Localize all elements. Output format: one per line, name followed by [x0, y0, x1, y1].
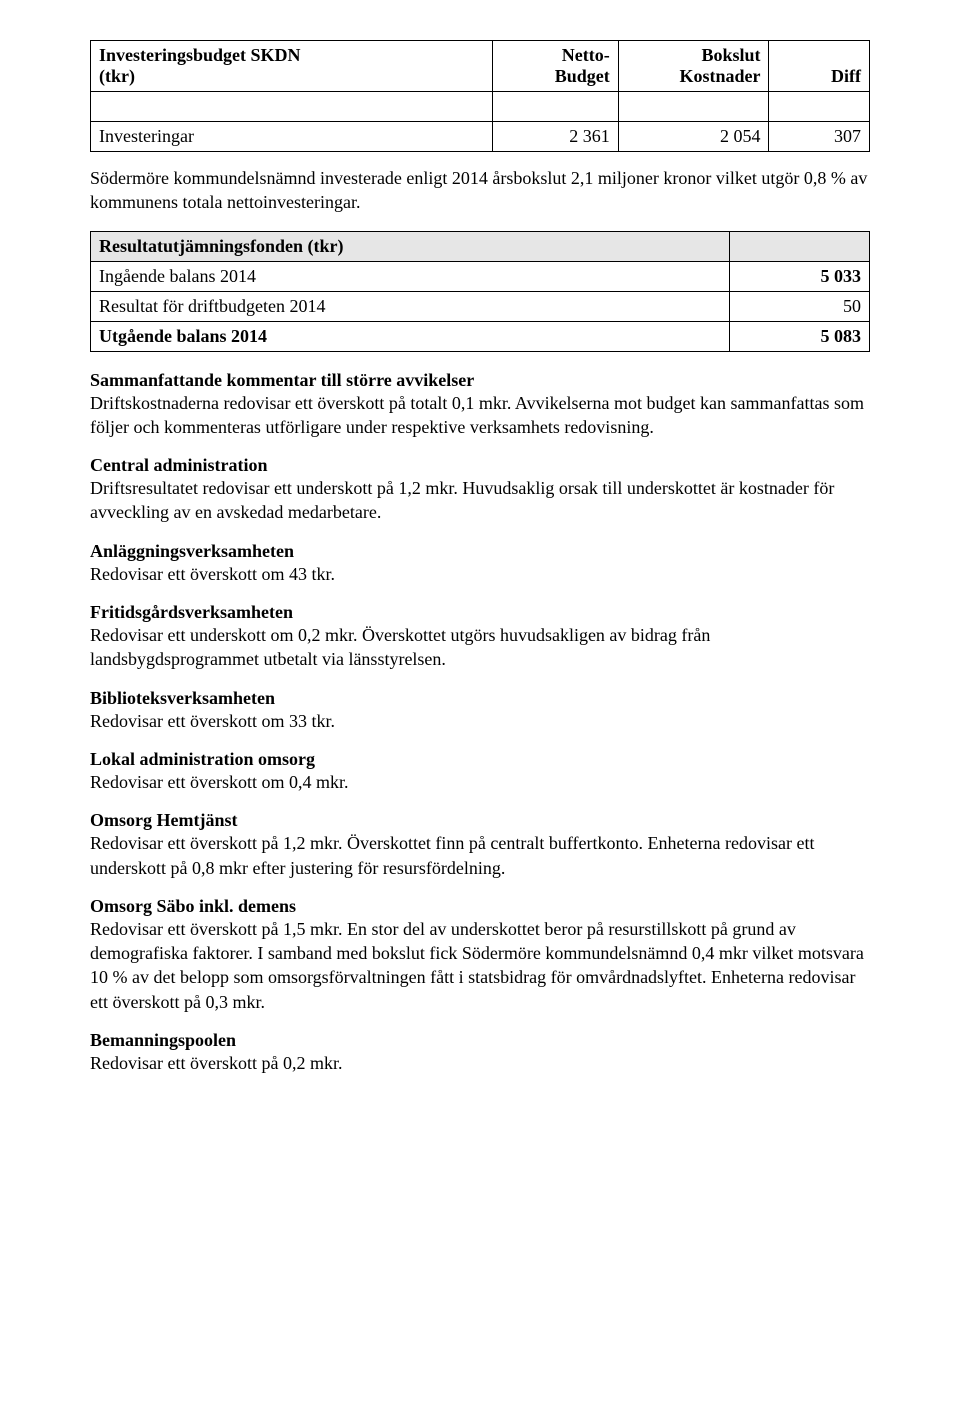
- intro-paragraph: Södermöre kommundelsnämnd investerade en…: [90, 166, 870, 215]
- section-block: Omsorg Säbo inkl. demens Redovisar ett ö…: [90, 896, 870, 1014]
- budget-row-diff: 307: [769, 122, 870, 152]
- section-body: Driftskostnaderna redovisar ett överskot…: [90, 391, 870, 440]
- section-block: Omsorg Hemtjänst Redovisar ett överskott…: [90, 810, 870, 880]
- fund-row-value: 5 083: [729, 321, 869, 351]
- table-spacer-row: [91, 92, 870, 122]
- budget-table: Investeringsbudget SKDN (tkr) Netto- Bud…: [90, 40, 870, 152]
- section-body: Redovisar ett överskott på 1,2 mkr. Över…: [90, 831, 870, 880]
- table-header-row: Investeringsbudget SKDN (tkr) Netto- Bud…: [91, 41, 870, 92]
- budget-col1-line1: Netto-: [562, 45, 610, 65]
- table-row: Resultat för driftbudgeten 2014 50: [91, 291, 870, 321]
- section-block: Anläggningsverksamheten Redovisar ett öv…: [90, 541, 870, 586]
- budget-row-bokslut: 2 054: [618, 122, 769, 152]
- fund-row-label: Ingående balans 2014: [91, 261, 730, 291]
- section-body: Driftsresultatet redovisar ett underskot…: [90, 476, 870, 525]
- fund-header-empty: [729, 231, 869, 261]
- section-heading: Bemanningspoolen: [90, 1030, 870, 1051]
- budget-row-netto: 2 361: [493, 122, 619, 152]
- budget-col3: Diff: [831, 66, 861, 86]
- section-heading: Sammanfattande kommentar till större avv…: [90, 370, 870, 391]
- table-row: Investeringar 2 361 2 054 307: [91, 122, 870, 152]
- section-block: Bemanningspoolen Redovisar ett överskott…: [90, 1030, 870, 1075]
- section-block: Biblioteksverksamheten Redovisar ett öve…: [90, 688, 870, 733]
- table-row: Utgående balans 2014 5 083: [91, 321, 870, 351]
- section-heading: Omsorg Hemtjänst: [90, 810, 870, 831]
- budget-col2-line1: Bokslut: [701, 45, 760, 65]
- fund-row-label: Utgående balans 2014: [91, 321, 730, 351]
- section-body: Redovisar ett överskott på 0,2 mkr.: [90, 1051, 870, 1075]
- section-block: Central administration Driftsresultatet …: [90, 455, 870, 525]
- fund-row-value: 5 033: [729, 261, 869, 291]
- fund-table: Resultatutjämningsfonden (tkr) Ingående …: [90, 231, 870, 352]
- section-body: Redovisar ett överskott om 0,4 mkr.: [90, 770, 870, 794]
- budget-title-line1: Investeringsbudget SKDN: [99, 45, 301, 65]
- section-heading: Omsorg Säbo inkl. demens: [90, 896, 870, 917]
- budget-title-line2: (tkr): [99, 66, 135, 86]
- section-heading: Lokal administration omsorg: [90, 749, 870, 770]
- section-heading: Anläggningsverksamheten: [90, 541, 870, 562]
- section-body: Redovisar ett överskott om 43 tkr.: [90, 562, 870, 586]
- section-body: Redovisar ett underskott om 0,2 mkr. Öve…: [90, 623, 870, 672]
- fund-row-label: Resultat för driftbudgeten 2014: [91, 291, 730, 321]
- section-body: Redovisar ett överskott om 33 tkr.: [90, 709, 870, 733]
- budget-row-label: Investeringar: [91, 122, 493, 152]
- section-body: Redovisar ett överskott på 1,5 mkr. En s…: [90, 917, 870, 1014]
- table-row: Ingående balans 2014 5 033: [91, 261, 870, 291]
- section-heading: Central administration: [90, 455, 870, 476]
- document-page: Investeringsbudget SKDN (tkr) Netto- Bud…: [0, 0, 960, 1131]
- fund-header: Resultatutjämningsfonden (tkr): [91, 231, 730, 261]
- fund-header-row: Resultatutjämningsfonden (tkr): [91, 231, 870, 261]
- section-block: Sammanfattande kommentar till större avv…: [90, 370, 870, 440]
- section-block: Lokal administration omsorg Redovisar et…: [90, 749, 870, 794]
- section-heading: Fritidsgårdsverksamheten: [90, 602, 870, 623]
- budget-col2-line2: Kostnader: [679, 66, 760, 86]
- budget-col1-line2: Budget: [555, 66, 610, 86]
- section-heading: Biblioteksverksamheten: [90, 688, 870, 709]
- section-block: Fritidsgårdsverksamheten Redovisar ett u…: [90, 602, 870, 672]
- fund-row-value: 50: [729, 291, 869, 321]
